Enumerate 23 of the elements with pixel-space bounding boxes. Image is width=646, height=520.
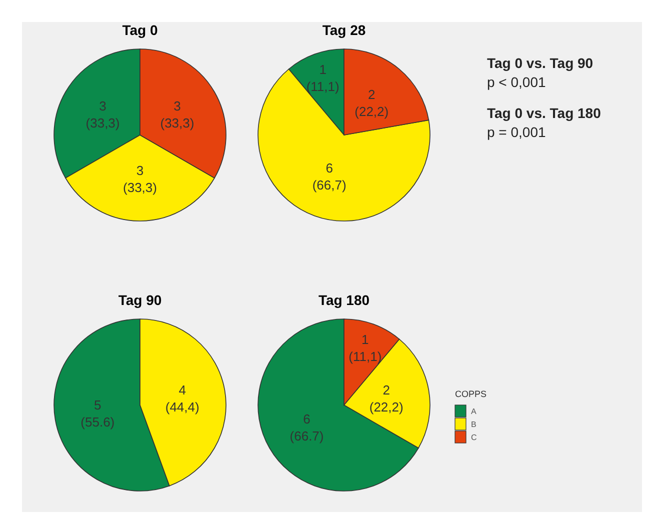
data-label: 2 (22,2) — [354, 87, 389, 120]
text: p = 0,001 — [487, 124, 546, 140]
data-label: 4 (44,4) — [165, 382, 200, 415]
text: Tag 0 vs. Tag 180 — [487, 105, 602, 121]
legend-label: B — [471, 420, 476, 429]
data-label: 3 (33,3) — [86, 98, 120, 130]
chart-title: Tag 28 — [322, 22, 366, 38]
text: Tag 0 vs. Tag 90 — [487, 55, 594, 71]
text: p < 0,001 — [487, 74, 546, 90]
legend-title: COPPS — [455, 389, 487, 399]
legend-label: A — [471, 407, 477, 416]
data-label: 3 (33,3) — [160, 98, 194, 130]
data-label: 6 (66,7) — [312, 160, 346, 192]
chart-title: Tag 180 — [318, 292, 370, 308]
legend-label: C — [471, 433, 477, 442]
data-label: 1 (11,1) — [306, 62, 340, 94]
data-label: 2 (22,2) — [369, 382, 404, 415]
data-label: 1 (11,1) — [348, 332, 382, 364]
data-label: 5 (55.6) — [80, 397, 115, 430]
chart-title: Tag 90 — [118, 292, 162, 308]
data-label: 6 (66.7) — [290, 412, 324, 444]
data-label: 3 (33,3) — [123, 163, 157, 195]
chart-title: Tag 0 — [122, 22, 158, 38]
